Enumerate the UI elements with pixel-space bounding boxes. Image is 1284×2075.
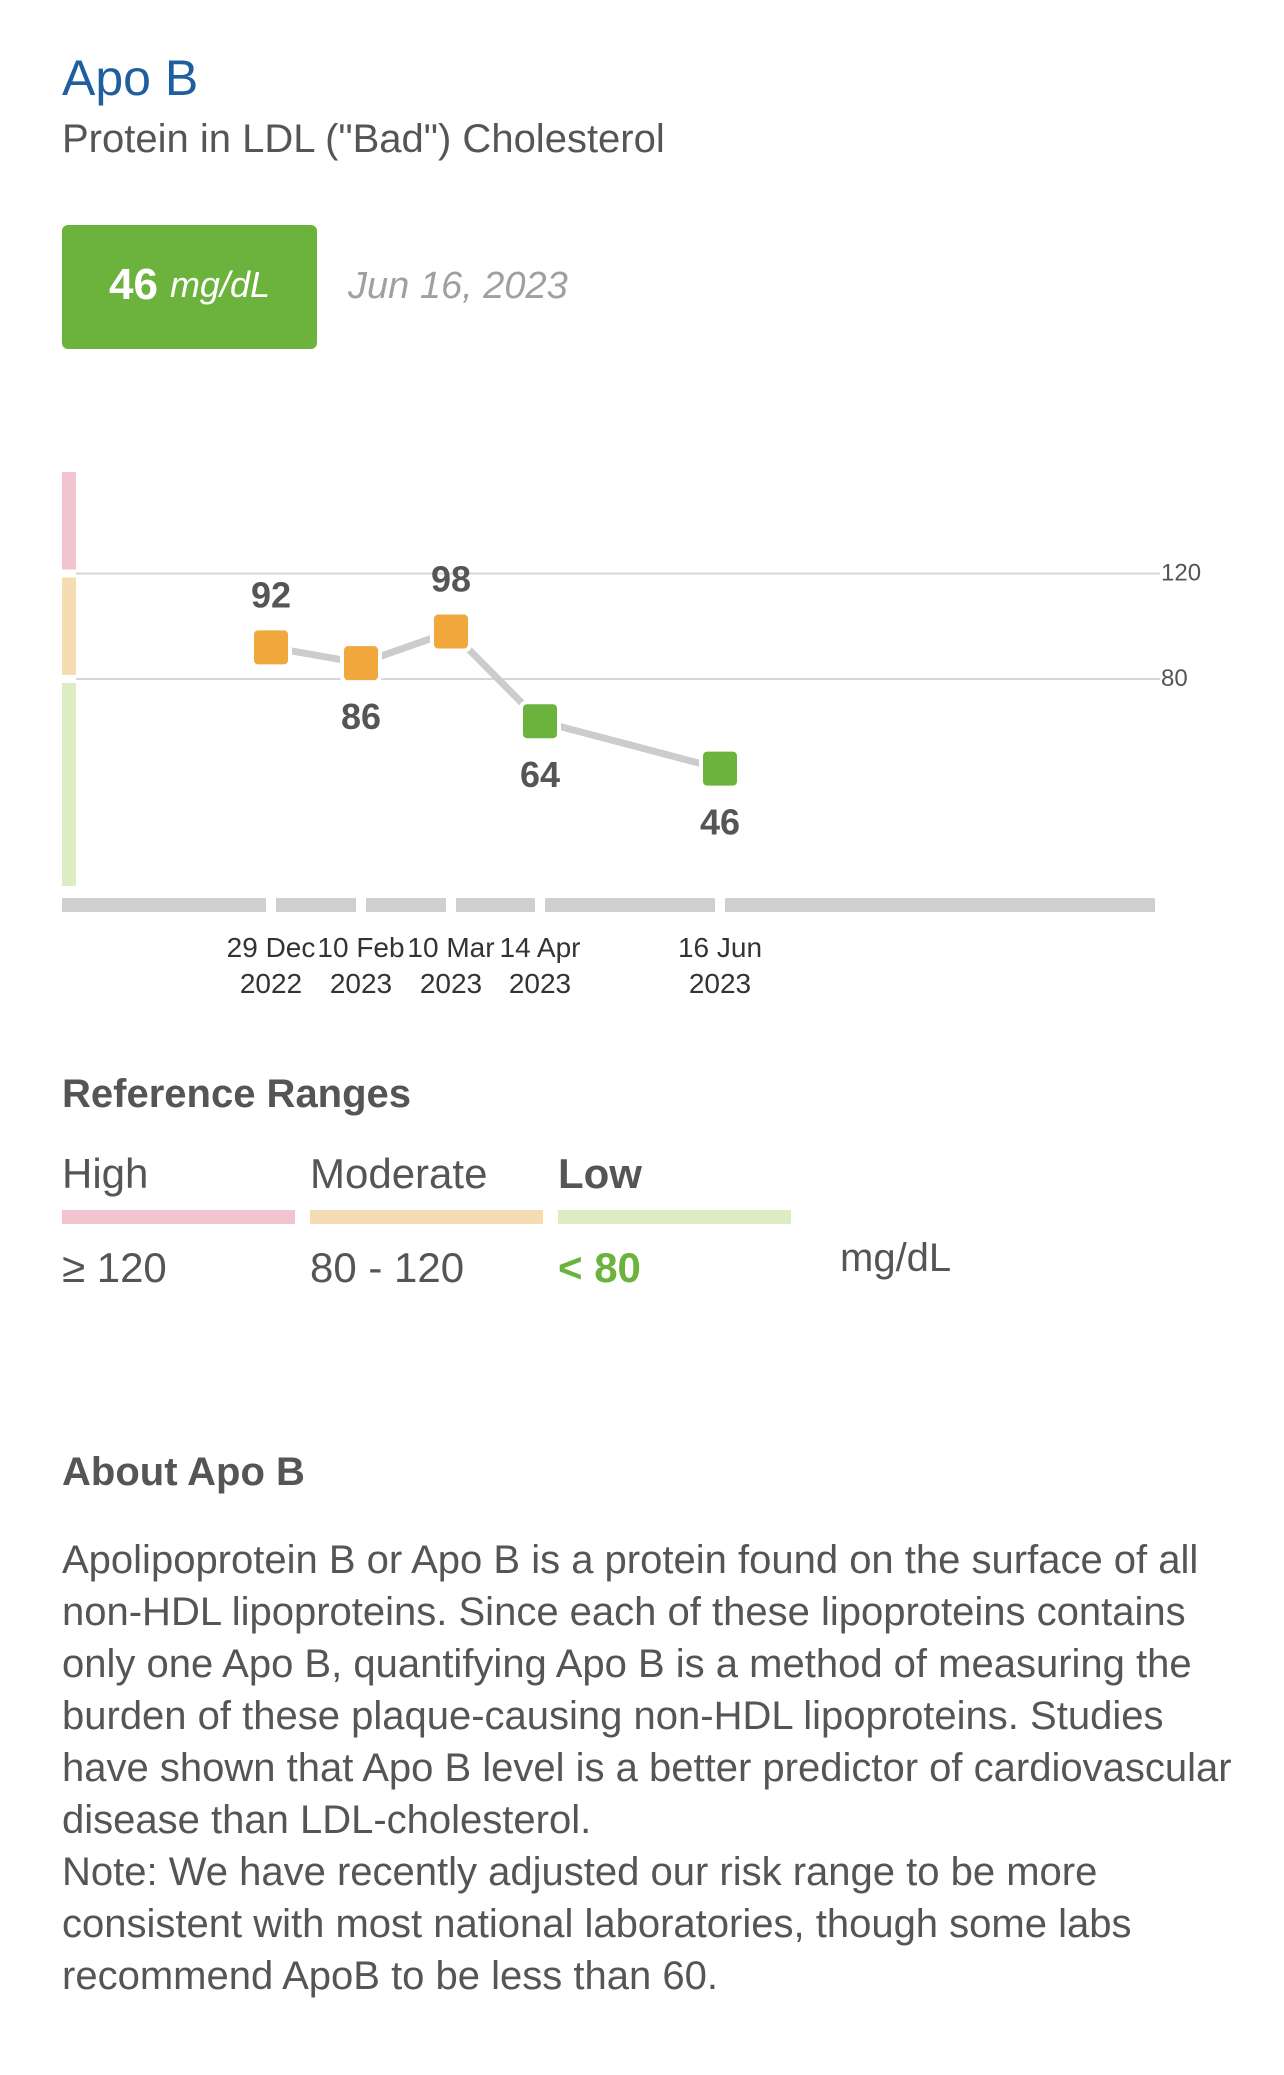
x-axis-segment-2: [366, 898, 446, 912]
data-point-3: [519, 700, 561, 743]
data-point-2: [430, 610, 472, 653]
range-unit: mg/dL: [840, 1236, 952, 1280]
range-band-1: [62, 577, 76, 675]
about-heading: About Apo B: [62, 1450, 305, 1494]
reference-ranges-heading: Reference Ranges: [62, 1072, 412, 1116]
data-point-4: [699, 747, 741, 790]
x-tick-label-0-0: 29 Dec: [227, 932, 316, 963]
range-low-label: Low: [558, 1150, 642, 1197]
x-tick-label-4-0: 16 Jun: [678, 932, 762, 963]
threshold-label-1: 80: [1161, 665, 1188, 692]
data-label-1: 86: [341, 696, 381, 737]
x-tick-label-4-1: 2023: [689, 968, 751, 999]
about-note: Note: We have recently adjusted our risk…: [62, 1850, 1132, 1998]
x-axis-segment-3: [456, 898, 535, 912]
range-band-0: [62, 472, 76, 570]
x-tick-label-2-0: 10 Mar: [407, 932, 494, 963]
range-low: Low < 80: [558, 1148, 791, 1294]
page-title: Apo B: [62, 50, 199, 106]
series-line: [270, 627, 721, 773]
latest-date: Jun 16, 2023: [348, 265, 568, 307]
range-high: High ≥ 120: [62, 1148, 295, 1294]
data-label-0: 92: [251, 574, 291, 615]
x-axis-segment-5: [725, 898, 1155, 912]
x-tick-label-1-0: 10 Feb: [317, 932, 404, 963]
latest-unit: mg/dL: [169, 264, 270, 305]
range-high-value: ≥ 120: [62, 1244, 167, 1291]
x-tick-label-3-0: 14 Apr: [500, 932, 581, 963]
x-axis-segment-0: [62, 898, 266, 912]
range-band-2: [62, 683, 76, 886]
data-label-3: 64: [520, 754, 560, 795]
x-axis-segment-1: [276, 898, 356, 912]
x-tick-label-0-1: 2022: [240, 968, 302, 999]
range-moderate-label: Moderate: [310, 1150, 488, 1197]
x-tick-label-3-1: 2023: [509, 968, 571, 999]
latest-value: 46: [108, 260, 158, 309]
range-moderate-bar: [310, 1210, 543, 1224]
about-paragraph: Apolipoprotein B or Apo B is a protein f…: [62, 1538, 1232, 1842]
threshold-label-0: 120: [1161, 560, 1201, 587]
data-point-1: [340, 642, 382, 685]
trend-chart: 120 80 92 29 Dec 2022 86 10 Feb 2023 98 10 Mar 202…: [62, 472, 1201, 999]
data-label-2: 98: [431, 559, 471, 600]
about-text: Apolipoprotein B or Apo B is a protein f…: [62, 1534, 1242, 2002]
latest-value-badge: 46 mg/dL: [62, 225, 317, 349]
range-low-value: < 80: [558, 1244, 641, 1291]
range-low-bar: [558, 1210, 791, 1224]
range-moderate-value: 80 - 120: [310, 1244, 465, 1291]
data-label-4: 46: [700, 802, 740, 843]
page-subtitle: Protein in LDL ("Bad") Cholesterol: [62, 117, 665, 161]
range-high-bar: [62, 1210, 295, 1224]
range-moderate: Moderate 80 - 120: [310, 1148, 543, 1294]
x-tick-label-1-1: 2023: [330, 968, 392, 999]
x-axis-segment-4: [545, 898, 715, 912]
data-point-0: [250, 626, 292, 669]
range-high-label: High: [62, 1150, 149, 1197]
x-tick-label-2-1: 2023: [420, 968, 482, 999]
